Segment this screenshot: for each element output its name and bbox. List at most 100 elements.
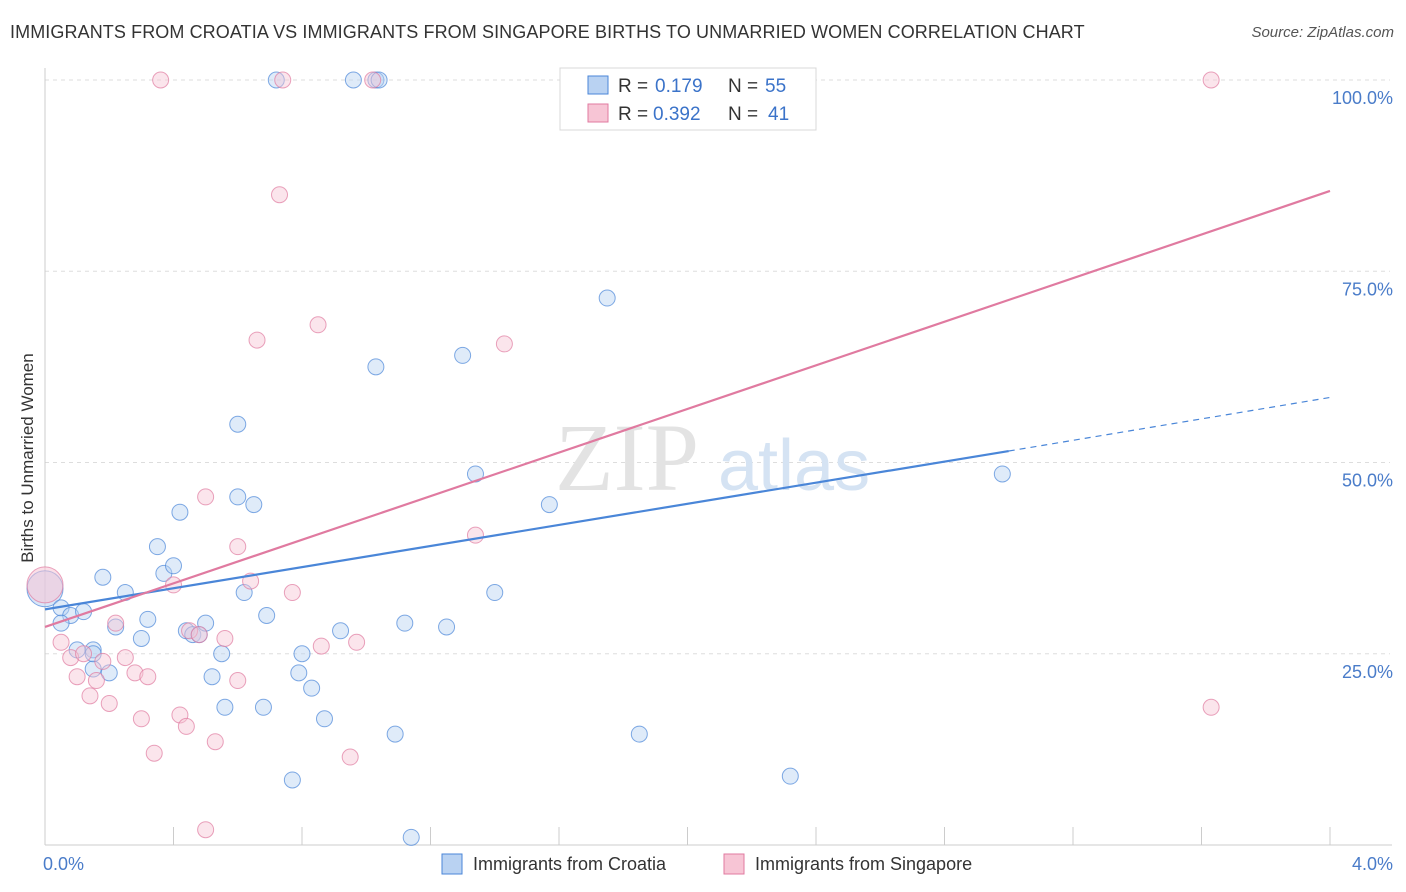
trend-lines bbox=[44, 189, 1331, 629]
point-croatia-35 bbox=[315, 710, 333, 728]
point-singapore-24 bbox=[216, 629, 234, 647]
trend-line-croatia-extension bbox=[1008, 396, 1331, 452]
point-croatia-36 bbox=[332, 622, 350, 640]
legend-r-label-croatia: R = bbox=[618, 76, 648, 97]
point-croatia-21 bbox=[203, 668, 221, 686]
legend-r-label-singapore: R = bbox=[618, 104, 648, 125]
point-croatia-44 bbox=[438, 618, 456, 636]
point-croatia-33 bbox=[293, 645, 311, 663]
point-singapore-20 bbox=[190, 626, 208, 644]
bottom-legend-label-singapore: Immigrants from Singapore bbox=[755, 854, 972, 874]
point-singapore-33 bbox=[312, 637, 330, 655]
point-croatia-25 bbox=[229, 488, 247, 506]
chart-title: IMMIGRANTS FROM CROATIA VS IMMIGRANTS FR… bbox=[10, 22, 1085, 42]
point-singapore-10 bbox=[116, 649, 134, 667]
point-croatia-52 bbox=[993, 465, 1011, 483]
bottom-legend-swatch-singapore bbox=[723, 853, 745, 875]
point-singapore-37 bbox=[466, 526, 484, 544]
point-singapore-2 bbox=[62, 649, 80, 667]
point-croatia-11 bbox=[132, 629, 150, 647]
point-croatia-49 bbox=[598, 289, 616, 307]
point-singapore-34 bbox=[341, 748, 359, 766]
point-croatia-51 bbox=[781, 767, 799, 785]
point-singapore-4 bbox=[75, 645, 93, 663]
bottom-legend-label-croatia: Immigrants from Croatia bbox=[473, 854, 667, 874]
x-tick-labels: 0.0% 4.0% bbox=[43, 854, 1393, 874]
legend-n-value-singapore: 41 bbox=[768, 104, 789, 125]
axes bbox=[44, 68, 1392, 846]
legend-swatch-croatia bbox=[587, 75, 609, 95]
point-singapore-0 bbox=[26, 566, 64, 604]
point-singapore-28 bbox=[248, 331, 266, 349]
point-singapore-7 bbox=[94, 652, 112, 670]
legend-r-value-croatia: 0.179 bbox=[655, 76, 703, 97]
x-tick-label-min: 0.0% bbox=[43, 854, 84, 874]
point-singapore-8 bbox=[100, 694, 118, 712]
watermark-zip: ZIP bbox=[555, 404, 699, 511]
y-tick-labels: 25.0% 50.0% 75.0% 100.0% bbox=[1332, 88, 1393, 682]
point-croatia-31 bbox=[283, 771, 301, 789]
point-singapore-26 bbox=[229, 538, 247, 556]
point-croatia-24 bbox=[229, 415, 247, 433]
point-croatia-42 bbox=[396, 614, 414, 632]
point-singapore-6 bbox=[87, 672, 105, 690]
point-croatia-40 bbox=[367, 358, 385, 376]
point-singapore-25 bbox=[229, 672, 247, 690]
x-tick-label-max: 4.0% bbox=[1352, 854, 1393, 874]
point-singapore-22 bbox=[197, 488, 215, 506]
point-croatia-39 bbox=[370, 71, 388, 89]
point-croatia-13 bbox=[148, 538, 166, 556]
point-singapore-36 bbox=[364, 71, 382, 89]
point-singapore-35 bbox=[348, 633, 366, 651]
point-singapore-15 bbox=[152, 71, 170, 89]
stats-legend: R = 0.179 N = 55 R = 0.392 N = 41 bbox=[559, 67, 817, 131]
bottom-legend: Immigrants from Croatia Immigrants from … bbox=[441, 853, 972, 875]
bottom-legend-swatch-croatia bbox=[441, 853, 463, 875]
point-croatia-27 bbox=[245, 496, 263, 514]
point-singapore-30 bbox=[274, 71, 292, 89]
point-croatia-23 bbox=[216, 698, 234, 716]
point-singapore-14 bbox=[145, 744, 163, 762]
trend-line-singapore bbox=[44, 189, 1331, 629]
point-singapore-11 bbox=[126, 664, 144, 682]
point-singapore-12 bbox=[132, 710, 150, 728]
legend-r-value-singapore: 0.392 bbox=[653, 104, 701, 125]
point-croatia-29 bbox=[258, 607, 276, 624]
point-croatia-15 bbox=[165, 557, 182, 575]
point-croatia-16 bbox=[171, 503, 189, 521]
legend-swatch-singapore bbox=[587, 103, 609, 123]
gridlines bbox=[45, 79, 1390, 655]
y-tick-label-0: 25.0% bbox=[1342, 662, 1393, 682]
point-croatia-41 bbox=[386, 725, 404, 743]
y-axis-title: Births to Unmarried Women bbox=[18, 353, 37, 562]
point-croatia-32 bbox=[290, 664, 308, 682]
point-croatia-37 bbox=[344, 71, 362, 89]
legend-n-value-croatia: 55 bbox=[765, 76, 786, 97]
point-singapore-40 bbox=[1202, 698, 1220, 716]
point-singapore-13 bbox=[139, 668, 157, 686]
point-singapore-18 bbox=[177, 717, 195, 735]
series-singapore-points bbox=[26, 71, 1220, 839]
point-croatia-7 bbox=[94, 568, 112, 586]
point-singapore-39 bbox=[1202, 71, 1220, 89]
point-croatia-12 bbox=[139, 610, 157, 628]
y-tick-label-1: 50.0% bbox=[1342, 471, 1393, 491]
watermark-atlas: atlas bbox=[718, 426, 870, 506]
point-singapore-3 bbox=[68, 668, 86, 686]
legend-n-label-singapore: N = bbox=[728, 104, 758, 125]
point-singapore-31 bbox=[283, 584, 301, 602]
point-singapore-1 bbox=[52, 633, 70, 651]
y-tick-label-2: 75.0% bbox=[1342, 279, 1393, 299]
point-singapore-19 bbox=[181, 622, 199, 640]
point-singapore-21 bbox=[197, 821, 215, 839]
y-tick-label-3: 100.0% bbox=[1332, 88, 1393, 108]
point-singapore-9 bbox=[107, 614, 125, 632]
point-singapore-38 bbox=[495, 335, 513, 353]
point-singapore-5 bbox=[81, 687, 99, 705]
point-croatia-47 bbox=[486, 584, 504, 602]
source-label: Source: ZipAtlas.com bbox=[1251, 24, 1394, 41]
point-croatia-22 bbox=[213, 645, 231, 663]
point-singapore-29 bbox=[271, 186, 289, 204]
point-croatia-28 bbox=[254, 698, 272, 716]
